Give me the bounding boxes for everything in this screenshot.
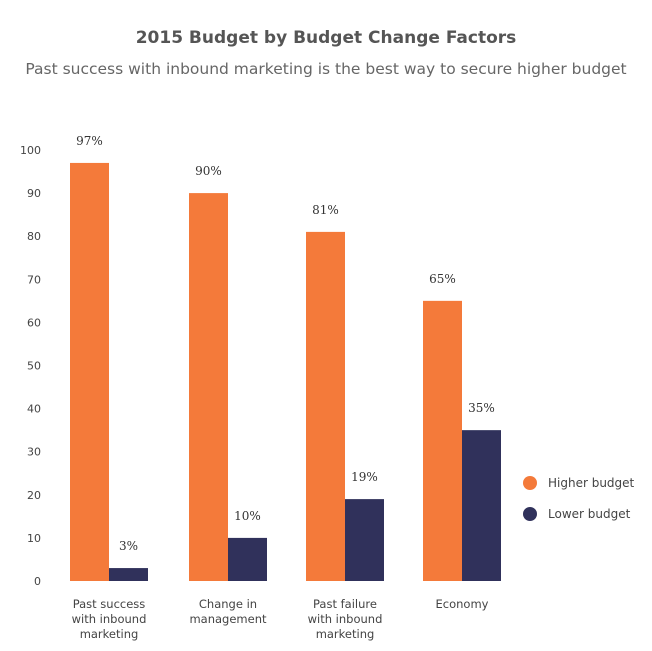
y-tick-label: 10 <box>27 532 41 545</box>
category-label: Past success <box>73 597 146 611</box>
data-label: 65% <box>429 272 456 286</box>
y-tick-label: 60 <box>27 316 41 329</box>
category-label: management <box>189 612 267 626</box>
category-label: with inbound <box>72 612 147 626</box>
y-tick-label: 100 <box>20 144 41 157</box>
legend-label: Lower budget <box>548 507 631 521</box>
y-tick-label: 0 <box>34 575 41 588</box>
category-label: marketing <box>316 627 375 641</box>
legend-swatch <box>523 476 537 490</box>
data-label: 90% <box>195 164 222 178</box>
data-label: 81% <box>312 203 339 217</box>
y-tick-label: 90 <box>27 187 41 200</box>
legend-label: Higher budget <box>548 476 635 490</box>
y-tick-label: 50 <box>27 360 41 373</box>
category-label: Economy <box>436 597 489 611</box>
category-label: with inbound <box>308 612 383 626</box>
bar-higher-1 <box>189 193 228 581</box>
data-label: 10% <box>234 509 261 523</box>
bar-higher-2 <box>306 231 345 581</box>
category-label: Change in <box>199 597 257 611</box>
bar-lower-0 <box>109 568 148 581</box>
y-tick-label: 20 <box>27 489 41 502</box>
bars-group: 97% 90% 81% 65% 3% 10% 19% 35% <box>70 134 501 581</box>
category-label: Past failure <box>313 597 377 611</box>
category-label: marketing <box>80 627 139 641</box>
bar-lower-2 <box>345 499 384 581</box>
data-label: 19% <box>351 470 378 484</box>
bar-higher-0 <box>70 162 109 581</box>
bar-lower-1 <box>228 537 267 581</box>
bar-higher-3 <box>423 300 462 581</box>
chart-subtitle: Past success with inbound marketing is t… <box>25 60 627 78</box>
y-tick-label: 80 <box>27 230 41 243</box>
y-axis: 0 10 20 30 40 50 60 70 80 90 100 <box>20 144 41 588</box>
y-tick-label: 70 <box>27 273 41 286</box>
y-tick-label: 40 <box>27 403 41 416</box>
legend: Higher budget Lower budget <box>523 476 635 521</box>
data-label: 3% <box>119 539 138 553</box>
data-label: 35% <box>468 401 495 415</box>
legend-swatch <box>523 507 537 521</box>
chart-title: 2015 Budget by Budget Change Factors <box>135 28 517 48</box>
y-tick-label: 30 <box>27 446 41 459</box>
bar-lower-3 <box>462 430 501 581</box>
data-label: 97% <box>76 134 103 148</box>
